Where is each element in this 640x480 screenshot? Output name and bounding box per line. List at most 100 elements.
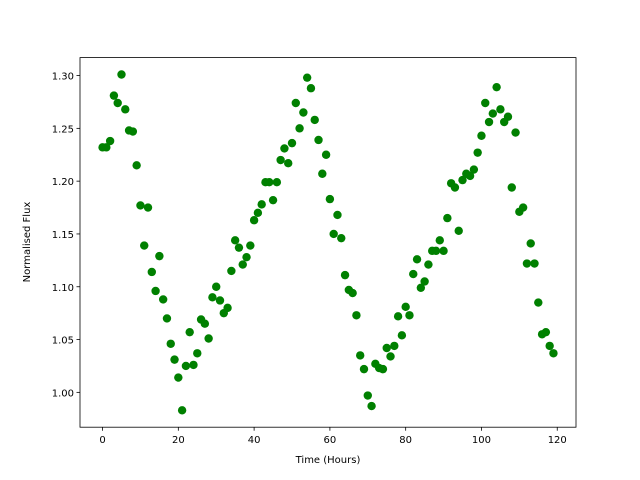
point (439, 246, 448, 256)
point (367, 401, 376, 411)
x-axis-label: Time (Hours) (295, 455, 361, 466)
point (276, 155, 285, 165)
point (352, 311, 361, 320)
point (409, 269, 418, 279)
point (200, 319, 210, 328)
point (166, 339, 175, 348)
point (177, 406, 187, 415)
y-tick-label: 1.10 (52, 283, 74, 294)
point (424, 260, 433, 269)
point (405, 311, 414, 320)
point (541, 327, 551, 337)
point (386, 352, 395, 361)
y-tick-label: 1.25 (52, 124, 74, 135)
point (189, 360, 198, 370)
point (378, 364, 388, 374)
point (333, 210, 342, 220)
point (121, 105, 130, 114)
point (465, 171, 475, 181)
point (306, 84, 316, 93)
x-tick-label: 80 (399, 435, 412, 446)
y-axis-label: Normalised Flux (22, 202, 33, 283)
point (215, 296, 225, 305)
point (503, 112, 513, 121)
point (530, 259, 539, 268)
point (458, 175, 467, 185)
point (435, 236, 444, 245)
point (454, 226, 463, 235)
point (291, 98, 300, 108)
point (128, 127, 138, 136)
point (314, 135, 323, 145)
point (132, 161, 141, 170)
point (302, 73, 312, 82)
point (299, 108, 308, 117)
point (268, 195, 278, 205)
point (170, 355, 179, 364)
point (522, 259, 532, 268)
point (249, 216, 259, 225)
point (253, 208, 263, 218)
point (382, 343, 391, 353)
point (230, 236, 240, 245)
point (545, 341, 554, 351)
point (549, 349, 558, 358)
point (534, 298, 543, 307)
point (363, 391, 372, 400)
point (450, 183, 460, 192)
point (242, 252, 251, 262)
point (420, 277, 429, 286)
point (397, 331, 407, 340)
point (234, 243, 244, 252)
point (212, 282, 221, 291)
point (284, 159, 293, 168)
point (348, 288, 357, 298)
point (496, 105, 505, 114)
point (511, 128, 520, 137)
y-tick-label: 1.15 (52, 230, 74, 241)
point (318, 169, 327, 178)
point (321, 150, 331, 159)
y-tick-label: 1.20 (52, 177, 74, 188)
point (390, 341, 399, 351)
point (518, 203, 528, 212)
x-tick-label: 0 (99, 435, 105, 446)
x-tick-label: 40 (248, 435, 261, 446)
point (238, 260, 247, 269)
point (492, 82, 501, 92)
point (257, 200, 266, 209)
point (431, 246, 441, 256)
point (280, 144, 289, 153)
point (287, 138, 297, 148)
point (227, 266, 236, 276)
point (181, 361, 191, 371)
point (325, 194, 335, 204)
point (185, 327, 194, 337)
point (526, 239, 535, 248)
point (223, 303, 232, 313)
x-tick-label: 60 (324, 435, 337, 446)
point (484, 117, 494, 127)
point (265, 178, 274, 187)
point (473, 148, 482, 157)
x-tick-label: 100 (472, 435, 491, 446)
point (310, 115, 319, 125)
point (136, 201, 145, 210)
y-tick-label: 1.00 (52, 388, 74, 399)
point (469, 165, 479, 174)
point (401, 302, 410, 312)
point (443, 213, 452, 223)
point (507, 183, 516, 192)
point (329, 229, 338, 239)
point (481, 98, 490, 108)
point (155, 251, 164, 261)
point (193, 349, 202, 358)
point (102, 143, 111, 152)
point (140, 241, 149, 250)
point (158, 295, 168, 304)
x-tick-label: 20 (172, 435, 185, 446)
point (416, 283, 426, 293)
point (117, 70, 126, 79)
point (208, 293, 217, 302)
